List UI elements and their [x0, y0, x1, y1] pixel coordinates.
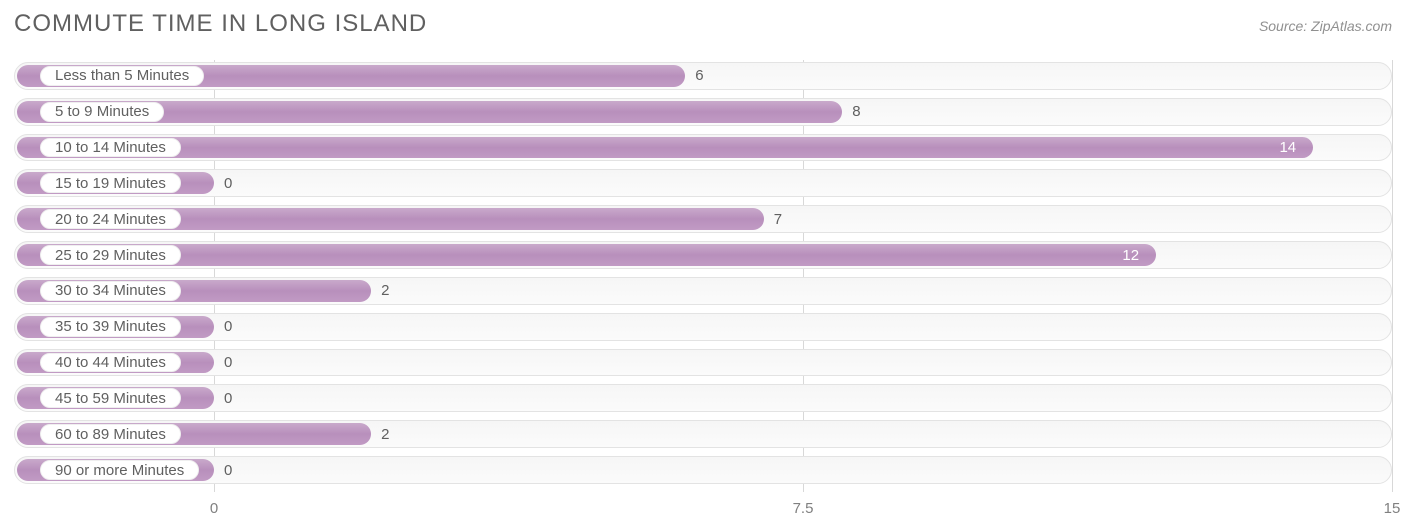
category-label: Less than 5 Minutes [40, 66, 204, 86]
value-label: 8 [852, 98, 860, 126]
category-label: 20 to 24 Minutes [40, 209, 181, 229]
chart-source: Source: ZipAtlas.com [1259, 18, 1392, 34]
value-label: 7 [774, 205, 782, 233]
category-label: 40 to 44 Minutes [40, 353, 181, 373]
chart-container: COMMUTE TIME IN LONG ISLAND Source: ZipA… [0, 0, 1406, 523]
category-label: 15 to 19 Minutes [40, 173, 181, 193]
bar-row: 20 to 24 Minutes 7 [14, 205, 1392, 233]
bar-row: 60 to 89 Minutes 2 [14, 420, 1392, 448]
category-label: 60 to 89 Minutes [40, 424, 181, 444]
axis-tick-label: 0 [210, 500, 218, 517]
value-label: 2 [381, 277, 389, 305]
value-label: 6 [695, 62, 703, 90]
bar-track [14, 169, 1392, 197]
bar-row: Less than 5 Minutes 6 [14, 62, 1392, 90]
bar-track [14, 456, 1392, 484]
gridline [1392, 60, 1393, 492]
value-label: 12 [1122, 241, 1139, 269]
value-label: 0 [224, 456, 232, 484]
chart-title: COMMUTE TIME IN LONG ISLAND [14, 10, 427, 38]
bar-row: 5 to 9 Minutes 8 [14, 98, 1392, 126]
category-label: 90 or more Minutes [40, 460, 199, 480]
bar-row: 15 to 19 Minutes 0 [14, 169, 1392, 197]
category-label: 25 to 29 Minutes [40, 245, 181, 265]
value-label: 14 [1279, 134, 1296, 162]
bar-row: 90 or more Minutes 0 [14, 456, 1392, 484]
bar-track [14, 349, 1392, 377]
bar-row: 10 to 14 Minutes 14 [14, 134, 1392, 162]
chart-header: COMMUTE TIME IN LONG ISLAND Source: ZipA… [14, 10, 1392, 38]
bar-row: 45 to 59 Minutes 0 [14, 384, 1392, 412]
category-label: 45 to 59 Minutes [40, 388, 181, 408]
bar-row: 25 to 29 Minutes 12 [14, 241, 1392, 269]
bar-fill [17, 244, 1156, 266]
value-label: 2 [381, 420, 389, 448]
value-label: 0 [224, 313, 232, 341]
axis-tick-label: 7.5 [793, 500, 814, 517]
plot-area: Less than 5 Minutes 6 5 to 9 Minutes 8 10 to… [14, 60, 1392, 492]
category-label: 30 to 34 Minutes [40, 281, 181, 301]
axis-tick-label: 15 [1384, 500, 1401, 517]
bar-row: 40 to 44 Minutes 0 [14, 349, 1392, 377]
value-label: 0 [224, 349, 232, 377]
bar-track [14, 313, 1392, 341]
bar-fill [17, 137, 1313, 159]
bar-track [14, 384, 1392, 412]
value-label: 0 [224, 169, 232, 197]
category-label: 35 to 39 Minutes [40, 317, 181, 337]
value-label: 0 [224, 384, 232, 412]
x-axis: 07.515 [14, 500, 1392, 520]
bars-group: Less than 5 Minutes 6 5 to 9 Minutes 8 10 to… [14, 60, 1392, 492]
bar-row: 30 to 34 Minutes 2 [14, 277, 1392, 305]
category-label: 5 to 9 Minutes [40, 102, 164, 122]
bar-row: 35 to 39 Minutes 0 [14, 313, 1392, 341]
category-label: 10 to 14 Minutes [40, 138, 181, 158]
